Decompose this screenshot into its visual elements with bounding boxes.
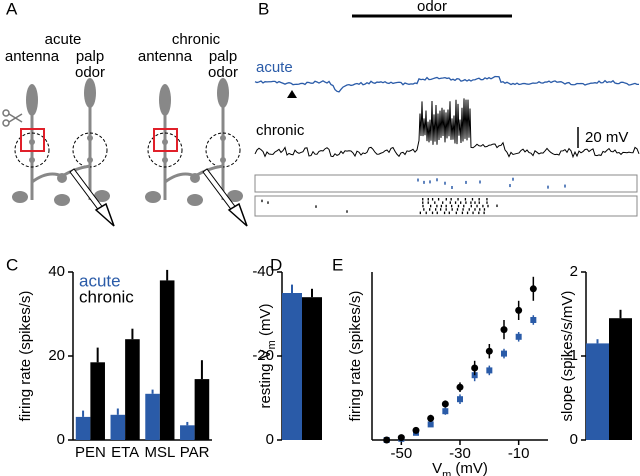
scale-bar-label: 20 mV — [585, 129, 628, 146]
y-tick-label: 2 — [570, 263, 578, 280]
raster-box — [254, 174, 638, 193]
bar — [586, 343, 609, 440]
diagram-condition: chronic — [172, 31, 221, 48]
panel-label: C — [6, 255, 18, 274]
diagram-label: antenna — [138, 48, 193, 65]
bar — [302, 297, 322, 440]
panel-label: A — [6, 0, 18, 18]
bar — [125, 339, 140, 440]
bar — [159, 280, 175, 440]
neuron-diagram — [143, 76, 249, 228]
y-tick-label: 40 — [48, 263, 65, 280]
trace-label: chronic — [256, 122, 305, 139]
panel-label: E — [332, 255, 343, 274]
bar — [194, 379, 210, 440]
legend-entry: chronic — [79, 287, 134, 306]
x-tick-label: PEN — [75, 444, 106, 461]
y-axis-label-part: resting V — [257, 349, 274, 408]
scissors-icon — [2, 109, 23, 127]
data-point — [397, 434, 405, 442]
y-tick-label: 0 — [570, 431, 578, 448]
y-tick-label: 1 — [570, 347, 578, 364]
stimulus-label: odor — [417, 0, 447, 15]
y-tick-label: 0 — [266, 431, 274, 448]
bar — [282, 293, 302, 440]
y-axis-label-part: (mV) — [257, 303, 274, 340]
x-axis-label-part: m — [442, 469, 451, 476]
bar — [145, 393, 160, 440]
voltage-trace — [254, 98, 640, 159]
trace-label: acute — [256, 59, 293, 76]
y-tick-label: 0 — [57, 431, 65, 448]
diagram-label: odor — [75, 64, 105, 81]
y-tick-label: -20 — [252, 347, 274, 364]
data-point — [427, 421, 434, 428]
y-axis-label-part: m — [266, 340, 278, 349]
data-point — [457, 396, 463, 403]
diagram-label: antenna — [5, 48, 60, 65]
y-tick-label: 20 — [48, 347, 65, 364]
data-point — [515, 333, 522, 340]
x-tick-label: PAR — [180, 444, 210, 461]
voltage-trace — [254, 75, 640, 93]
y-axis-label: firing rate (spikes/s) — [347, 291, 364, 422]
x-axis-label: Vm (mV) — [432, 460, 488, 476]
y-axis-label: resting Vm (mV) — [257, 303, 278, 408]
diagram-label: palp — [209, 48, 237, 65]
y-axis-label: firing rate (spikes/s) — [17, 291, 34, 422]
bar — [75, 416, 91, 440]
data-point — [529, 285, 537, 293]
data-point — [500, 326, 508, 334]
data-point — [486, 367, 493, 374]
data-point — [471, 364, 479, 372]
neuron-diagram — [10, 76, 116, 228]
y-axis-label: slope (spikes/s/mV) — [559, 291, 576, 422]
data-point — [383, 436, 391, 444]
y-tick-label: -40 — [252, 263, 274, 280]
x-tick-label: -50 — [390, 445, 412, 462]
x-tick-label: -30 — [449, 445, 471, 462]
x-tick-label: ETA — [111, 444, 139, 461]
diagram-condition: acute — [45, 31, 82, 48]
bar — [180, 425, 195, 440]
x-tick-label: MSL — [144, 444, 175, 461]
data-point — [456, 383, 464, 391]
data-point — [427, 414, 435, 422]
diagram-label: palp — [76, 48, 104, 65]
legend-entry: acute — [79, 271, 121, 290]
data-point — [515, 306, 523, 314]
panel-label: B — [258, 0, 269, 18]
x-axis-label-part: (mV) — [451, 460, 488, 476]
data-point — [441, 400, 449, 408]
data-point — [442, 408, 449, 415]
raster-box — [254, 195, 638, 217]
panel-label: D — [270, 255, 282, 274]
bar — [110, 414, 126, 440]
bar — [90, 362, 105, 440]
data-point — [530, 317, 537, 323]
data-point — [485, 347, 493, 355]
marker-triangle — [287, 90, 297, 98]
data-point — [412, 426, 420, 434]
bar — [609, 318, 632, 440]
x-tick-label: -10 — [508, 445, 530, 462]
data-point — [501, 350, 507, 357]
x-axis-label-part: V — [432, 460, 442, 476]
diagram-label: odor — [208, 64, 238, 81]
